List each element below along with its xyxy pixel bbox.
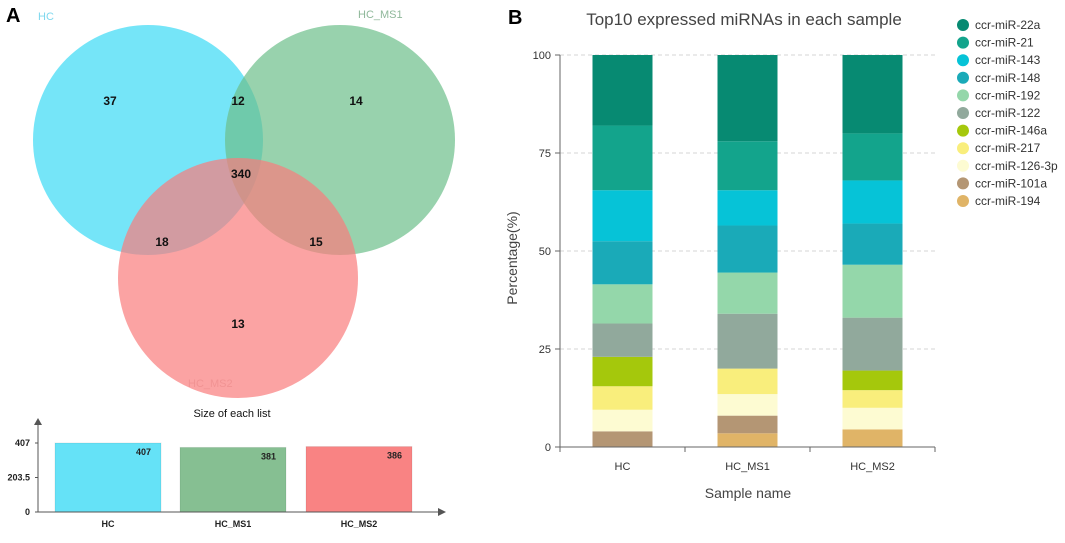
y-tick-label: 75 bbox=[539, 148, 551, 160]
size-value-label: 381 bbox=[261, 451, 276, 461]
legend-marker-ccr-mir-21 bbox=[957, 36, 969, 49]
bar-segment-hc-ms1-ccr-mir-217 bbox=[717, 368, 778, 395]
bar-segment-hc-ccr-mir-21 bbox=[592, 125, 653, 191]
venn-count-all: 340 bbox=[231, 167, 251, 181]
bar-segment-hc-ms2-ccr-mir-148 bbox=[842, 223, 903, 265]
size-bar-hc-ms2 bbox=[305, 446, 413, 513]
legend-marker-ccr-mir-126-3p bbox=[957, 159, 969, 172]
x-tick-label: HC bbox=[615, 461, 631, 473]
legend-marker-ccr-mir-217 bbox=[957, 142, 969, 155]
venn-label-hc-ms1: HC_MS1 bbox=[358, 9, 403, 21]
bar-segment-hc-ms1-ccr-mir-194 bbox=[717, 433, 778, 447]
bar-segment-hc-ms2-ccr-mir-122 bbox=[842, 317, 903, 371]
bar-segment-hc-ms1-ccr-mir-101a bbox=[717, 415, 778, 434]
bar-segment-hc-ccr-mir-101a bbox=[592, 431, 653, 447]
bar-segment-hc-ms1-ccr-mir-122 bbox=[717, 313, 778, 369]
legend-marker-ccr-mir-143 bbox=[957, 54, 969, 67]
y-tick-label: 25 bbox=[539, 344, 551, 356]
size-chart-title: Size of each list bbox=[193, 408, 270, 420]
y-tick-label: 100 bbox=[533, 50, 551, 62]
y-axis-title: Percentage(%) bbox=[504, 211, 520, 304]
legend-label-ccr-mir-122: ccr-miR-122 bbox=[975, 106, 1041, 120]
bar-segment-hc-ms1-ccr-mir-21 bbox=[717, 141, 778, 191]
venn-circle-hc-ms2 bbox=[118, 158, 358, 398]
size-y-tick-label: 407 bbox=[15, 438, 30, 448]
bar-segment-hc-ccr-mir-143 bbox=[592, 190, 653, 242]
bar-segment-hc-ccr-mir-122 bbox=[592, 323, 653, 357]
bar-segment-hc-ms2-ccr-mir-126-3p bbox=[842, 407, 903, 430]
venn-diagram: HC HC_MS1 HC_MS2 37 14 13 12 18 15 340 bbox=[33, 9, 455, 398]
venn-label-hc-ms2: HC_MS2 bbox=[188, 378, 233, 390]
venn-count-hc-ms2-only: 13 bbox=[231, 317, 245, 331]
y-tick-label: 0 bbox=[545, 442, 551, 454]
x-axis-title: Sample name bbox=[705, 485, 792, 501]
panel-label-a: A bbox=[6, 5, 20, 27]
venn-label-hc: HC bbox=[38, 11, 54, 23]
legend-label-ccr-mir-192: ccr-miR-192 bbox=[975, 88, 1041, 102]
legend-marker-ccr-mir-146a bbox=[957, 124, 969, 137]
bar-segment-hc-ms2-ccr-mir-192 bbox=[842, 264, 903, 318]
size-y-tick-label: 203.5 bbox=[7, 473, 30, 483]
legend-label-ccr-mir-194: ccr-miR-194 bbox=[975, 194, 1041, 208]
bar-segment-hc-ms1-ccr-mir-126-3p bbox=[717, 394, 778, 416]
legend-label-ccr-mir-148: ccr-miR-148 bbox=[975, 71, 1041, 85]
bar-segment-hc-ms2-ccr-mir-217 bbox=[842, 390, 903, 408]
bar-segment-hc-ms1-ccr-mir-22a bbox=[717, 55, 778, 142]
legend-label-ccr-mir-143: ccr-miR-143 bbox=[975, 53, 1041, 67]
legend-label-ccr-mir-101a: ccr-miR-101a bbox=[975, 176, 1047, 190]
venn-count-ms1-ms2: 15 bbox=[309, 235, 323, 249]
size-value-label: 386 bbox=[387, 451, 402, 461]
bar-segment-hc-ccr-mir-126-3p bbox=[592, 409, 653, 432]
bar-segment-hc-ccr-mir-146a bbox=[592, 356, 653, 387]
legend-marker-ccr-mir-194 bbox=[957, 195, 969, 207]
bar-segment-hc-ccr-mir-148 bbox=[592, 241, 653, 285]
legend-label-ccr-mir-22a: ccr-miR-22a bbox=[975, 18, 1041, 32]
legend-label-ccr-mir-21: ccr-miR-21 bbox=[975, 36, 1034, 50]
size-x-axis-arrow bbox=[438, 508, 446, 516]
size-y-axis-arrow bbox=[34, 418, 42, 425]
legend-marker-ccr-mir-22a bbox=[957, 19, 969, 31]
legend-label-ccr-mir-217: ccr-miR-217 bbox=[975, 141, 1041, 155]
bar-segment-hc-ccr-mir-22a bbox=[592, 55, 653, 126]
bar-segment-hc-ccr-mir-217 bbox=[592, 386, 653, 410]
venn-count-hc-only: 37 bbox=[103, 94, 117, 108]
bar-segment-hc-ms2-ccr-mir-194 bbox=[842, 429, 903, 447]
legend-marker-ccr-mir-122 bbox=[957, 107, 969, 119]
bar-segment-hc-ms2-ccr-mir-143 bbox=[842, 180, 903, 224]
size-y-tick-label: 0 bbox=[25, 507, 30, 517]
size-chart: Size of each list 407 HC 381 HC_MS1 386 HC_MS… bbox=[7, 408, 446, 529]
chart-title: Top10 expressed miRNAs in each sample bbox=[586, 10, 902, 29]
stacked-bar-chart: Top10 expressed miRNAs in each sample 0 2… bbox=[504, 10, 1058, 501]
legend-label-ccr-mir-146a: ccr-miR-146a bbox=[975, 124, 1047, 138]
bar-segment-hc-ms1-ccr-mir-148 bbox=[717, 225, 778, 273]
y-tick-label: 50 bbox=[539, 246, 551, 258]
x-tick-label: HC_MS2 bbox=[850, 461, 895, 473]
bar-segment-hc-ms2-ccr-mir-146a bbox=[842, 370, 903, 391]
venn-count-hc-ms2: 18 bbox=[155, 235, 169, 249]
panel-label-b: B bbox=[508, 7, 522, 29]
bar-segment-hc-ccr-mir-192 bbox=[592, 284, 653, 324]
venn-count-hc-ms1: 12 bbox=[231, 94, 245, 108]
bar-segment-hc-ms1-ccr-mir-192 bbox=[717, 272, 778, 314]
size-bar-hc-ms1 bbox=[179, 446, 287, 513]
size-bar-hc bbox=[54, 442, 162, 513]
size-category-label: HC_MS2 bbox=[341, 519, 378, 529]
legend-marker-ccr-mir-192 bbox=[957, 89, 969, 102]
size-category-label: HC bbox=[102, 519, 115, 529]
size-value-label: 407 bbox=[136, 447, 151, 457]
bar-segment-hc-ms2-ccr-mir-21 bbox=[842, 133, 903, 181]
x-tick-label: HC_MS1 bbox=[725, 461, 770, 473]
venn-count-hc-ms1-only: 14 bbox=[349, 94, 363, 108]
size-category-label: HC_MS1 bbox=[215, 519, 252, 529]
bar-segment-hc-ms1-ccr-mir-143 bbox=[717, 190, 778, 226]
legend-label-ccr-mir-126-3p: ccr-miR-126-3p bbox=[975, 159, 1058, 173]
bar-segment-hc-ms2-ccr-mir-22a bbox=[842, 55, 903, 134]
legend-marker-ccr-mir-101a bbox=[957, 177, 969, 190]
legend-marker-ccr-mir-148 bbox=[957, 71, 969, 84]
